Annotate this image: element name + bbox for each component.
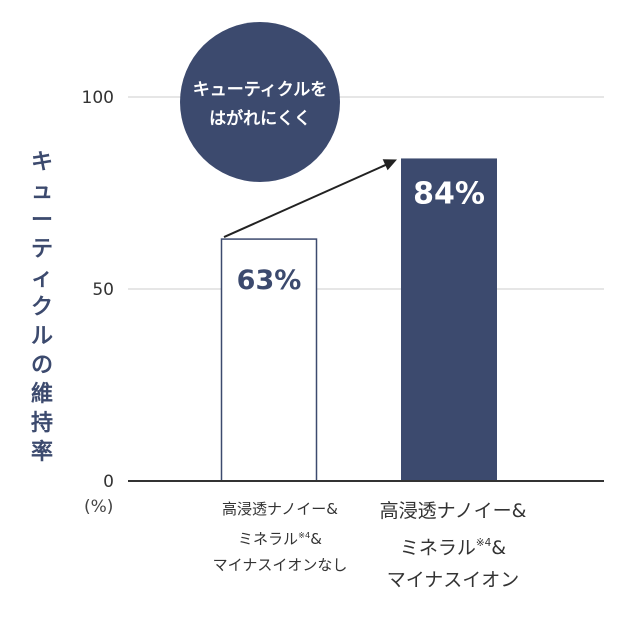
category-line: 高浸透ナノイー& (379, 500, 527, 522)
data-label: 63% (237, 265, 302, 296)
callout-bubble (180, 22, 340, 182)
callout-text: はがれにくく (209, 108, 311, 129)
footnote-mark: ※4 (298, 530, 311, 540)
category-line: & (491, 536, 507, 559)
category-label-without: 高浸透ナノイー& ミネラル※4& マイナスイオンなし (178, 496, 382, 578)
category-line: マイナスイオンなし (212, 556, 348, 575)
increase-arrow (223, 162, 390, 238)
data-label: 84% (413, 176, 485, 211)
category-line: & (310, 530, 322, 549)
category-line: ミネラル (399, 536, 476, 559)
bar (220, 238, 318, 482)
y-tick-label: 100 (82, 88, 114, 108)
y-axis-label: キューティクルの維持率 (30, 150, 53, 465)
category-line: ミネラル (238, 530, 299, 549)
bar (401, 158, 497, 481)
footnote-mark: ※4 (475, 537, 492, 549)
arrow-head (382, 159, 397, 171)
y-tick-label: 50 (92, 280, 114, 300)
y-tick-label: 0 (103, 472, 114, 492)
y-axis-unit: (%) (84, 497, 114, 517)
callout-text: キューティクルを (193, 80, 327, 100)
category-label-with: 高浸透ナノイー& ミネラル※4& マイナスイオン (348, 495, 558, 596)
category-line: 高浸透ナノイー& (222, 500, 338, 518)
category-line: マイナスイオン (386, 568, 520, 591)
